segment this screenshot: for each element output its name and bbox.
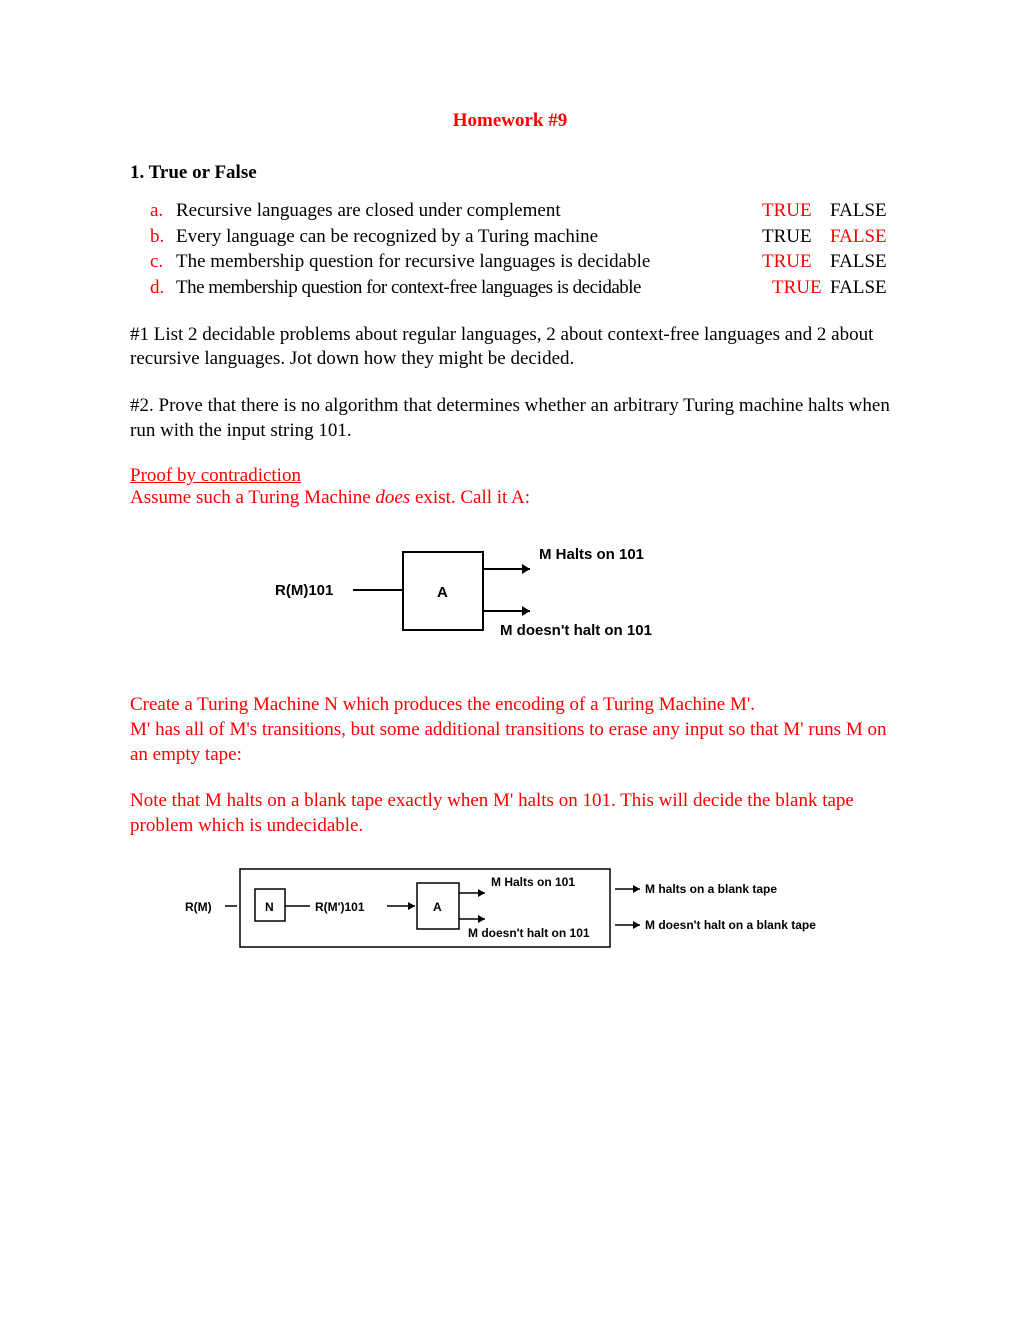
tf-row: d. The membership question for context-f… <box>150 275 890 301</box>
tf-true: TRUE <box>772 275 830 301</box>
tf-letter: b. <box>150 224 176 250</box>
tf-false: FALSE <box>830 224 890 250</box>
text: exist. Call it A: <box>410 487 530 508</box>
tf-row: c. The membership question for recursive… <box>150 249 890 275</box>
paragraph: M' has all of M's transitions, but some … <box>130 718 890 767</box>
diagram-output-label: M doesn't halt on 101 <box>500 622 652 639</box>
tf-statement: Recursive languages are closed under com… <box>176 198 762 224</box>
proof-heading: Proof by contradiction <box>130 465 890 487</box>
tf-statement: Every language can be recognized by a Tu… <box>176 224 762 250</box>
tf-row: a. Recursive languages are closed under … <box>150 198 890 224</box>
section-heading: 1. True or False <box>130 162 890 184</box>
tf-letter: d. <box>150 275 176 301</box>
diagram-machine-a: R(M)101 A M Halts on 101 M doesn't halt … <box>130 537 890 653</box>
paragraph: #2. Prove that there is no algorithm tha… <box>130 394 890 443</box>
diagram-box-label: A <box>437 584 448 601</box>
diagram-output-label: M doesn't halt on 101 <box>468 926 590 940</box>
tf-true: TRUE <box>762 224 830 250</box>
tf-true: TRUE <box>762 249 830 275</box>
tf-statement: The membership question for recursive la… <box>176 249 762 275</box>
paragraph: #1 List 2 decidable problems about regul… <box>130 323 890 372</box>
diagram-reduction: R(M) N R(M')101 A M Halts on 101 M doesn… <box>185 861 890 967</box>
diagram-input-label: R(M)101 <box>275 582 333 599</box>
tf-false: FALSE <box>830 198 890 224</box>
diagram-output-label: M halts on a blank tape <box>645 882 777 896</box>
text: Assume such a Turing Machine <box>130 487 375 508</box>
diagram-box-label: A <box>433 900 442 914</box>
diagram-output-label: M Halts on 101 <box>539 546 644 563</box>
tf-row: b. Every language can be recognized by a… <box>150 224 890 250</box>
assume-line: Assume such a Turing Machine does exist.… <box>130 487 890 509</box>
paragraph: Create a Turing Machine N which produces… <box>130 693 890 718</box>
diagram-output-label: M doesn't halt on a blank tape <box>645 918 816 932</box>
text-italic: does <box>375 487 410 508</box>
tf-statement: The membership question for context-free… <box>176 275 772 301</box>
diagram-output-label: M Halts on 101 <box>491 875 575 889</box>
proof-block: Proof by contradiction Assume such a Tur… <box>130 465 890 509</box>
diagram-box-label: N <box>265 900 274 914</box>
tf-false: FALSE <box>830 275 890 301</box>
tf-letter: c. <box>150 249 176 275</box>
tf-false: FALSE <box>830 249 890 275</box>
paragraph: Note that M halts on a blank tape exactl… <box>130 789 890 838</box>
tf-letter: a. <box>150 198 176 224</box>
diagram-mid-label: R(M')101 <box>315 900 365 914</box>
true-false-list: a. Recursive languages are closed under … <box>150 198 890 301</box>
tf-true: TRUE <box>762 198 830 224</box>
page-title: Homework #9 <box>130 110 890 132</box>
diagram-input-label: R(M) <box>185 900 212 914</box>
